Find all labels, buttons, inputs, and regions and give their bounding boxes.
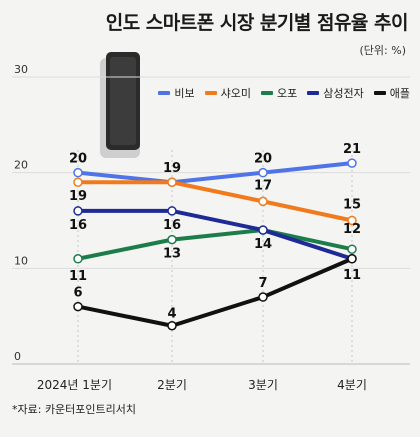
data-label: 6 (73, 286, 82, 301)
data-label: 20 (69, 152, 87, 167)
data-point (167, 206, 177, 216)
legend: 비보 샤오미 오포 삼성전자 애플 (158, 85, 410, 101)
data-label: 14 (254, 237, 272, 252)
data-label: 15 (343, 198, 361, 213)
data-label: 12 (343, 222, 361, 237)
x-tick-label: 3분기 (248, 378, 278, 392)
legend-label: 샤오미 (220, 87, 252, 100)
data-label: 7 (258, 276, 267, 291)
data-label: 16 (69, 218, 87, 233)
y-tick-label: 10 (14, 254, 28, 267)
legend-item: 비보 (158, 85, 195, 101)
legend-swatch (204, 91, 217, 95)
phone-screen (110, 57, 136, 145)
legend-label: 애플 (389, 87, 410, 100)
data-point (347, 158, 357, 168)
legend-swatch (373, 91, 386, 95)
series-line (76, 256, 354, 328)
data-point (167, 320, 177, 331)
legend-label: 삼성전자 (323, 87, 364, 100)
data-label: 20 (254, 152, 272, 167)
data-point (73, 167, 83, 178)
data-point (167, 177, 177, 187)
legend-item: 샤오미 (204, 85, 252, 101)
data-point (347, 244, 357, 254)
series-line (76, 180, 354, 223)
data-point (73, 206, 83, 216)
data-point (73, 177, 83, 187)
x-tick-label: 2024년 1분기 (37, 378, 112, 392)
data-label: 4 (167, 307, 176, 322)
x-tick-label: 4분기 (337, 378, 367, 392)
data-point (347, 254, 357, 264)
data-point (167, 234, 177, 245)
data-point (258, 196, 268, 207)
data-label: 19 (69, 189, 87, 204)
unit-label: (단위: %) (359, 44, 406, 57)
data-point (73, 254, 83, 264)
data-point (258, 167, 268, 178)
chart-title: 인도 스마트폰 시장 분기별 점유율 추이 (105, 12, 409, 34)
y-tick-label: 20 (14, 159, 28, 172)
y-tick-label: 0 (14, 350, 21, 363)
legend-swatch (307, 91, 320, 95)
data-label: 13 (163, 247, 181, 262)
legend-swatch (261, 91, 274, 95)
legend-item: 오포 (261, 85, 297, 101)
data-point (73, 301, 83, 312)
source-note: *자료: 카운터포인트리서치 (12, 403, 137, 416)
legend-item: 삼성전자 (307, 85, 364, 101)
series-line (76, 228, 354, 261)
legend-label: 비보 (174, 87, 195, 100)
data-label: 11 (343, 268, 361, 283)
data-point (258, 292, 268, 302)
x-tick-label: 2분기 (157, 378, 187, 392)
phone-illustration (100, 52, 140, 158)
legend-swatch (158, 91, 171, 95)
data-label: 17 (254, 178, 272, 193)
series-line (76, 161, 354, 185)
data-label: 16 (163, 218, 181, 233)
y-tick-label: 30 (14, 63, 28, 76)
data-label: 11 (69, 269, 87, 284)
data-label: 19 (163, 161, 181, 176)
data-point (347, 215, 357, 226)
legend-item: 애플 (373, 85, 410, 101)
data-point (258, 225, 268, 235)
legend-label: 오포 (277, 87, 298, 100)
data-label: 21 (343, 142, 361, 157)
series-line (76, 208, 354, 261)
